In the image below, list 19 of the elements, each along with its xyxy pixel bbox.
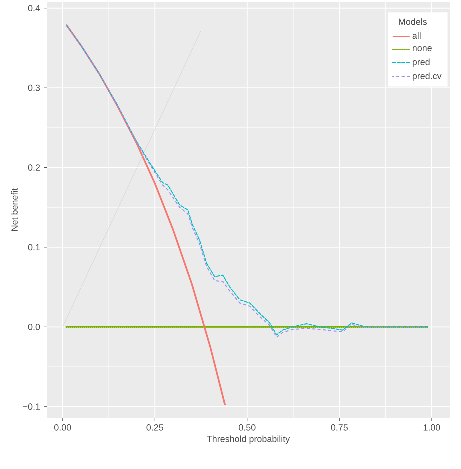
x-tick-label: 0.25 xyxy=(146,424,164,431)
line-series xyxy=(66,24,226,406)
x-tick-label: 0.50 xyxy=(239,424,256,431)
x-tick-label: 0.75 xyxy=(331,424,348,431)
y-tick-label: 0.3 xyxy=(28,84,40,92)
legend-label: none xyxy=(413,46,432,52)
y-tick-label: 0.1 xyxy=(28,244,40,251)
y-axis-title: Net benefit xyxy=(11,188,18,231)
y-tick-label: 0.0 xyxy=(28,324,40,330)
legend-label: all xyxy=(412,32,421,40)
legend-label: pred.cv xyxy=(412,72,442,82)
x-tick-label: 1.00 xyxy=(424,424,440,431)
x-tick-label: 0.00 xyxy=(54,424,72,431)
legend-label: pred xyxy=(412,58,430,68)
y-tick-label: 0.4 xyxy=(28,5,40,12)
legend-title: Models xyxy=(399,18,428,26)
x-axis-title: Threshold probability xyxy=(207,436,290,444)
y-tick-label: −0.1 xyxy=(23,404,40,410)
y-tick-label: 0.2 xyxy=(28,164,40,171)
